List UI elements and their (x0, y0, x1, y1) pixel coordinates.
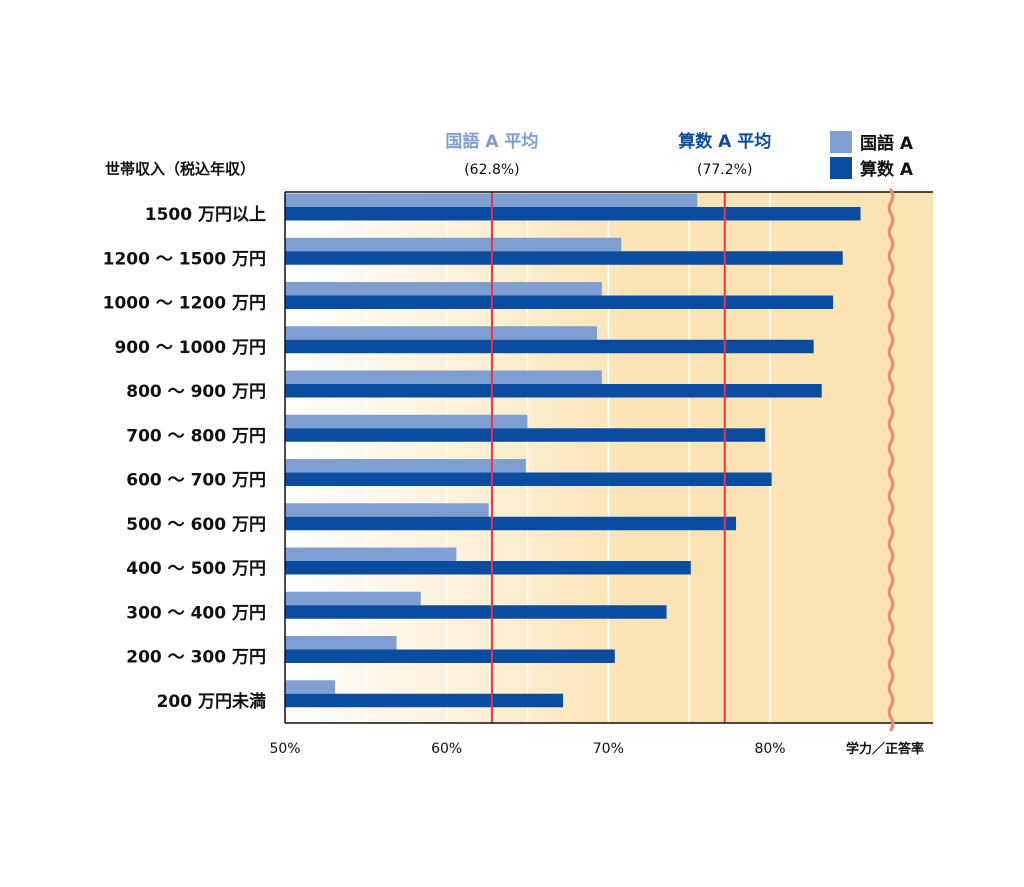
category-labels: 1500 万円以上 1200 〜 1500 万円 1000 〜 1200 万円 900… (103, 205, 266, 712)
legend-label-kokugo: 国語 A (860, 133, 914, 154)
bar-sansu (285, 516, 737, 531)
y-axis-title: 世帯収入（税込年収） (105, 160, 255, 178)
bar-kokugo (285, 636, 397, 650)
category-label: 700 〜 800 万円 (126, 426, 266, 446)
reference-title: 国語 A 平均 (445, 131, 538, 152)
legend-swatch-kokugo (830, 131, 852, 153)
bar-kokugo (285, 326, 598, 340)
category-label: 1500 万円以上 (145, 205, 266, 225)
bar-kokugo (285, 591, 421, 606)
legend-label-sansu: 算数 A (859, 159, 914, 180)
bar-sansu (285, 561, 691, 575)
bar-sansu (285, 384, 822, 398)
bar-sansu (285, 472, 772, 486)
bar-sansu (285, 693, 564, 708)
bar-sansu (285, 605, 667, 619)
category-label: 500 〜 600 万円 (126, 515, 266, 535)
bar-sansu (285, 295, 834, 309)
x-tick-label: 80% (754, 741, 785, 757)
reference-lines: 国語 A 平均 (62.8%) 算数 A 平均 (77.2%) (445, 131, 771, 723)
bar-sansu (285, 339, 814, 354)
bar-kokugo (285, 680, 336, 694)
category-label: 200 万円未満 (157, 691, 266, 712)
category-label: 1000 〜 1200 万円 (103, 294, 266, 314)
legend: 国語 A 算数 A (830, 131, 914, 180)
category-label: 600 〜 700 万円 (126, 471, 266, 491)
category-label: 300 〜 400 万円 (126, 603, 266, 623)
category-label: 400 〜 500 万円 (126, 559, 266, 579)
bar-sansu (285, 649, 615, 663)
reference-value: (62.8%) (464, 162, 519, 178)
bars-group (285, 193, 861, 708)
category-label: 200 〜 300 万円 (126, 648, 266, 668)
x-tick-labels: 50% 60% 70% 80% (269, 741, 785, 757)
axes (284, 188, 933, 732)
legend-swatch-sansu (830, 157, 852, 179)
x-tick-label: 70% (593, 741, 624, 757)
category-label: 800 〜 900 万円 (126, 382, 266, 402)
reference-value: (77.2%) (697, 162, 752, 178)
category-label: 900 〜 1000 万円 (114, 338, 266, 358)
bar-kokugo (285, 414, 528, 429)
bar-kokugo (285, 237, 622, 252)
x-tick-label: 50% (269, 741, 300, 757)
x-tick-label: 60% (431, 741, 462, 757)
bar-sansu (285, 251, 843, 265)
bar-kokugo (285, 503, 489, 517)
x-unit-label: 学力／正答率 (846, 741, 924, 757)
reference-title: 算数 A 平均 (677, 131, 771, 152)
gridlines (365, 192, 771, 723)
bar-kokugo (285, 547, 457, 561)
bar-kokugo (285, 370, 602, 384)
bar-sansu (285, 428, 766, 442)
axis-break-line (887, 188, 895, 732)
bar-kokugo (285, 459, 526, 473)
bar-sansu (285, 207, 861, 221)
category-label: 1200 〜 1500 万円 (103, 249, 266, 269)
bar-kokugo (285, 282, 602, 296)
